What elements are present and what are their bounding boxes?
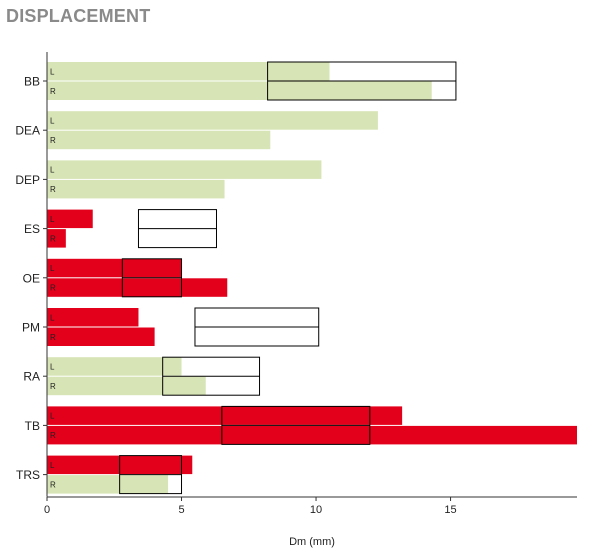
side-label-trs-r: R: [50, 480, 56, 489]
side-label-ra-r: R: [50, 382, 56, 391]
bar-es-r: [47, 229, 66, 248]
side-label-es-l: L: [50, 215, 55, 224]
side-label-bb-l: L: [50, 67, 55, 76]
side-label-dep-r: R: [50, 185, 56, 194]
side-label-ra-l: L: [50, 362, 55, 371]
x-axis-label: Dm (mm): [289, 536, 335, 548]
category-label-es: ES: [24, 222, 40, 236]
bar-dep-l: [47, 160, 322, 179]
side-label-bb-r: R: [50, 87, 56, 96]
bar-es-l: [47, 209, 93, 229]
category-label-ra: RA: [23, 370, 40, 384]
x-tick-label-0: 0: [44, 504, 50, 516]
bar-dea-l: [47, 111, 378, 130]
side-label-tb-r: R: [50, 431, 56, 440]
bar-bb-l: [47, 62, 330, 81]
bar-ra-l: [47, 357, 182, 376]
side-label-pm-l: L: [50, 313, 55, 322]
category-label-oe: OE: [23, 271, 40, 285]
side-label-oe-l: L: [50, 264, 55, 273]
side-label-pm-r: R: [50, 333, 56, 342]
x-tick-label-15: 15: [444, 504, 456, 516]
side-label-dea-l: L: [50, 116, 55, 125]
side-label-dep-l: L: [50, 166, 55, 175]
side-label-trs-l: L: [50, 461, 55, 470]
bar-ra-r: [47, 376, 206, 396]
side-label-dea-r: R: [50, 136, 56, 145]
bar-oe-r: [47, 278, 228, 297]
category-label-tb: TB: [25, 419, 40, 433]
x-tick-label-10: 10: [310, 504, 322, 516]
bar-bb-r: [47, 81, 432, 100]
category-label-trs: TRS: [16, 468, 40, 482]
side-label-oe-r: R: [50, 284, 56, 293]
category-label-dea: DEA: [15, 124, 40, 138]
side-label-es-r: R: [50, 234, 56, 243]
bar-pm-r: [47, 327, 155, 346]
bar-tb-r: [47, 425, 577, 445]
category-label-pm: PM: [22, 321, 40, 335]
bar-dea-r: [47, 130, 271, 150]
side-label-tb-l: L: [50, 412, 55, 421]
category-label-bb: BB: [24, 75, 40, 89]
bar-tb-l: [47, 406, 403, 425]
x-tick-label-5: 5: [178, 504, 184, 516]
bar-dep-r: [47, 179, 225, 199]
bar-pm-l: [47, 308, 139, 327]
chart-title: DISPLACEMENT: [6, 6, 151, 26]
category-label-dep: DEP: [15, 173, 40, 187]
bar-trs-r: [47, 475, 169, 494]
bar-oe-l: [47, 258, 182, 278]
